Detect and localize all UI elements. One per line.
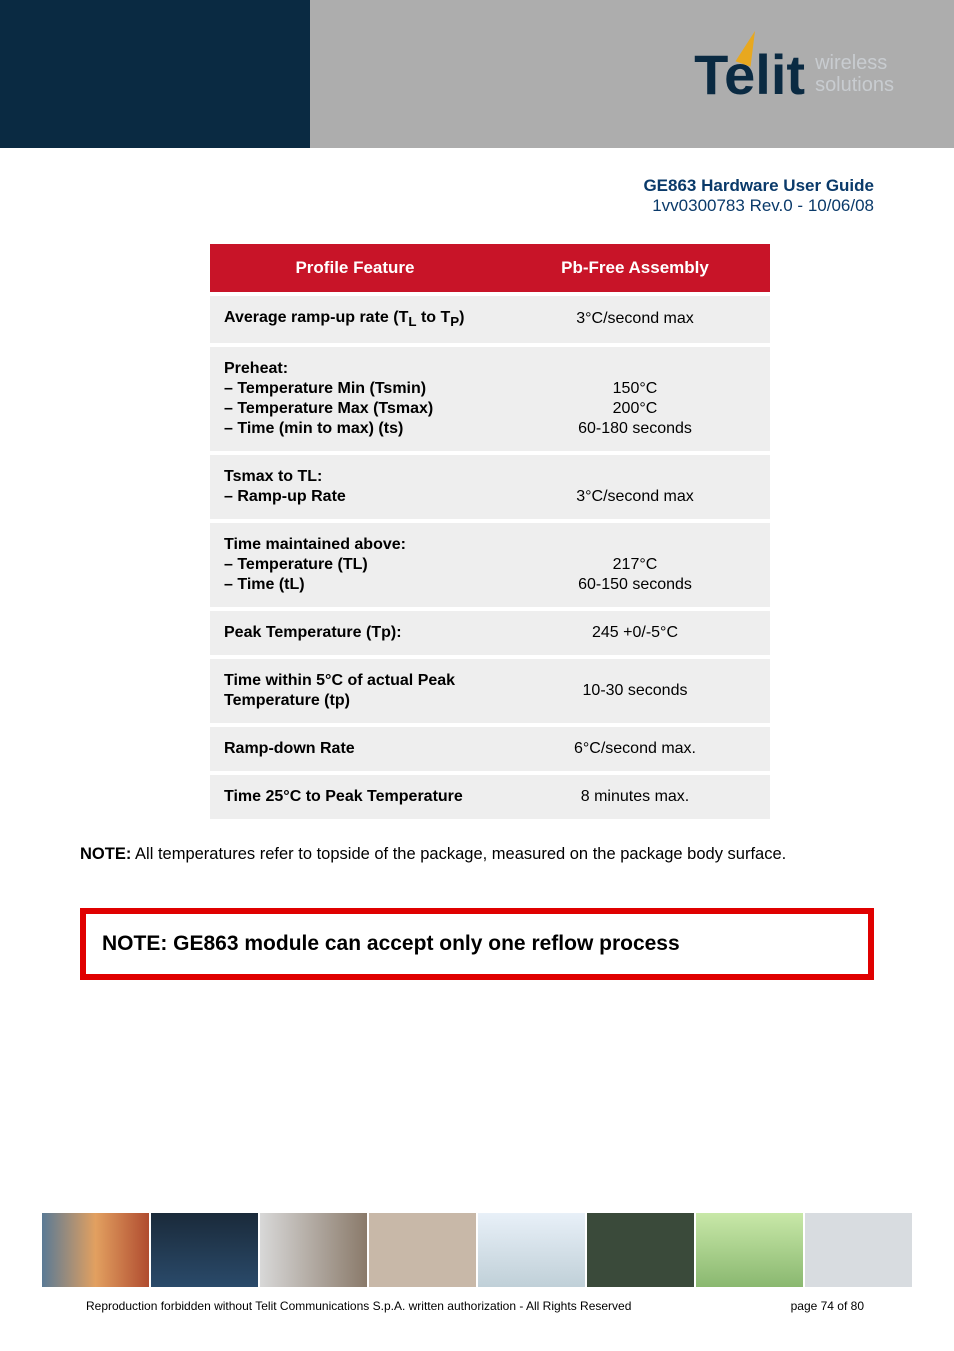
cell-value: 8 minutes max. xyxy=(500,775,770,819)
note-line: NOTE: All temperatures refer to topside … xyxy=(80,843,874,866)
cell-value: 3°C/second max xyxy=(500,296,770,343)
cell-feature: Time maintained above:– Temperature (TL)… xyxy=(210,523,500,607)
table-row: Time maintained above:– Temperature (TL)… xyxy=(210,519,770,607)
content-area: Profile Feature Pb-Free Assembly Average… xyxy=(0,224,954,980)
table-row: Preheat:– Temperature Min (Tsmin)– Tempe… xyxy=(210,343,770,451)
page-header: Telit wireless solutions xyxy=(0,0,954,148)
col-header-left: Profile Feature xyxy=(210,244,500,292)
footer-img-5 xyxy=(478,1213,585,1287)
footer-img-3 xyxy=(260,1213,367,1287)
table-row: Average ramp-up rate (TL to TP)3°C/secon… xyxy=(210,292,770,343)
cell-feature: Average ramp-up rate (TL to TP) xyxy=(210,296,500,343)
header-right-block: Telit wireless solutions xyxy=(310,0,954,148)
footer-img-1 xyxy=(42,1213,149,1287)
logo-subtitle: wireless solutions xyxy=(815,52,894,96)
note-bold: NOTE: xyxy=(80,845,131,863)
header-left-block xyxy=(0,0,310,148)
footer-img-4 xyxy=(369,1213,476,1287)
cell-value: 150°C200°C60-180 seconds xyxy=(500,347,770,451)
cell-value: 6°C/second max. xyxy=(500,727,770,771)
cell-feature: Time 25°C to Peak Temperature xyxy=(210,775,500,819)
table-row: Tsmax to TL:– Ramp-up Rate3°C/second max xyxy=(210,451,770,519)
cell-value: 10-30 seconds xyxy=(500,659,770,723)
table-row: Peak Temperature (Tp):245 +0/-5°C xyxy=(210,607,770,655)
table-body: Average ramp-up rate (TL to TP)3°C/secon… xyxy=(210,292,770,819)
document-title-block: GE863 Hardware User Guide 1vv0300783 Rev… xyxy=(0,148,954,224)
cell-feature: Ramp-down Rate xyxy=(210,727,500,771)
col-header-right: Pb-Free Assembly xyxy=(500,244,770,292)
cell-feature: Preheat:– Temperature Min (Tsmin)– Tempe… xyxy=(210,347,500,451)
cell-value: 217°C60-150 seconds xyxy=(500,523,770,607)
footer-image-strip xyxy=(42,1213,912,1287)
table-row: Time within 5°C of actual Peak Temperatu… xyxy=(210,655,770,723)
cell-value: 3°C/second max xyxy=(500,455,770,519)
footer-copyright: Reproduction forbidden without Telit Com… xyxy=(86,1299,631,1313)
logo-main-text: Telit xyxy=(694,42,805,107)
cell-value: 245 +0/-5°C xyxy=(500,611,770,655)
logo-sub-2: solutions xyxy=(815,74,894,96)
table-header: Profile Feature Pb-Free Assembly xyxy=(210,244,770,292)
footer-img-8 xyxy=(805,1213,912,1287)
footer-img-7 xyxy=(696,1213,803,1287)
warning-text: NOTE: GE863 module can accept only one r… xyxy=(102,932,680,955)
note-text: All temperatures refer to topside of the… xyxy=(131,845,786,863)
logo-sub-1: wireless xyxy=(815,52,894,74)
table-row: Ramp-down Rate6°C/second max. xyxy=(210,723,770,771)
warning-box: NOTE: GE863 module can accept only one r… xyxy=(80,908,874,980)
footer-page: page 74 of 80 xyxy=(791,1299,864,1313)
cell-feature: Time within 5°C of actual Peak Temperatu… xyxy=(210,659,500,723)
footer-img-2 xyxy=(151,1213,258,1287)
doc-subtitle: 1vv0300783 Rev.0 - 10/06/08 xyxy=(0,196,874,216)
cell-feature: Peak Temperature (Tp): xyxy=(210,611,500,655)
table-row: Time 25°C to Peak Temperature8 minutes m… xyxy=(210,771,770,819)
cell-feature: Tsmax to TL:– Ramp-up Rate xyxy=(210,455,500,519)
logo: Telit wireless solutions xyxy=(694,42,894,107)
doc-title: GE863 Hardware User Guide xyxy=(0,176,874,196)
profile-table: Profile Feature Pb-Free Assembly Average… xyxy=(210,244,770,819)
footer-img-6 xyxy=(587,1213,694,1287)
footer-text: Reproduction forbidden without Telit Com… xyxy=(86,1299,864,1313)
